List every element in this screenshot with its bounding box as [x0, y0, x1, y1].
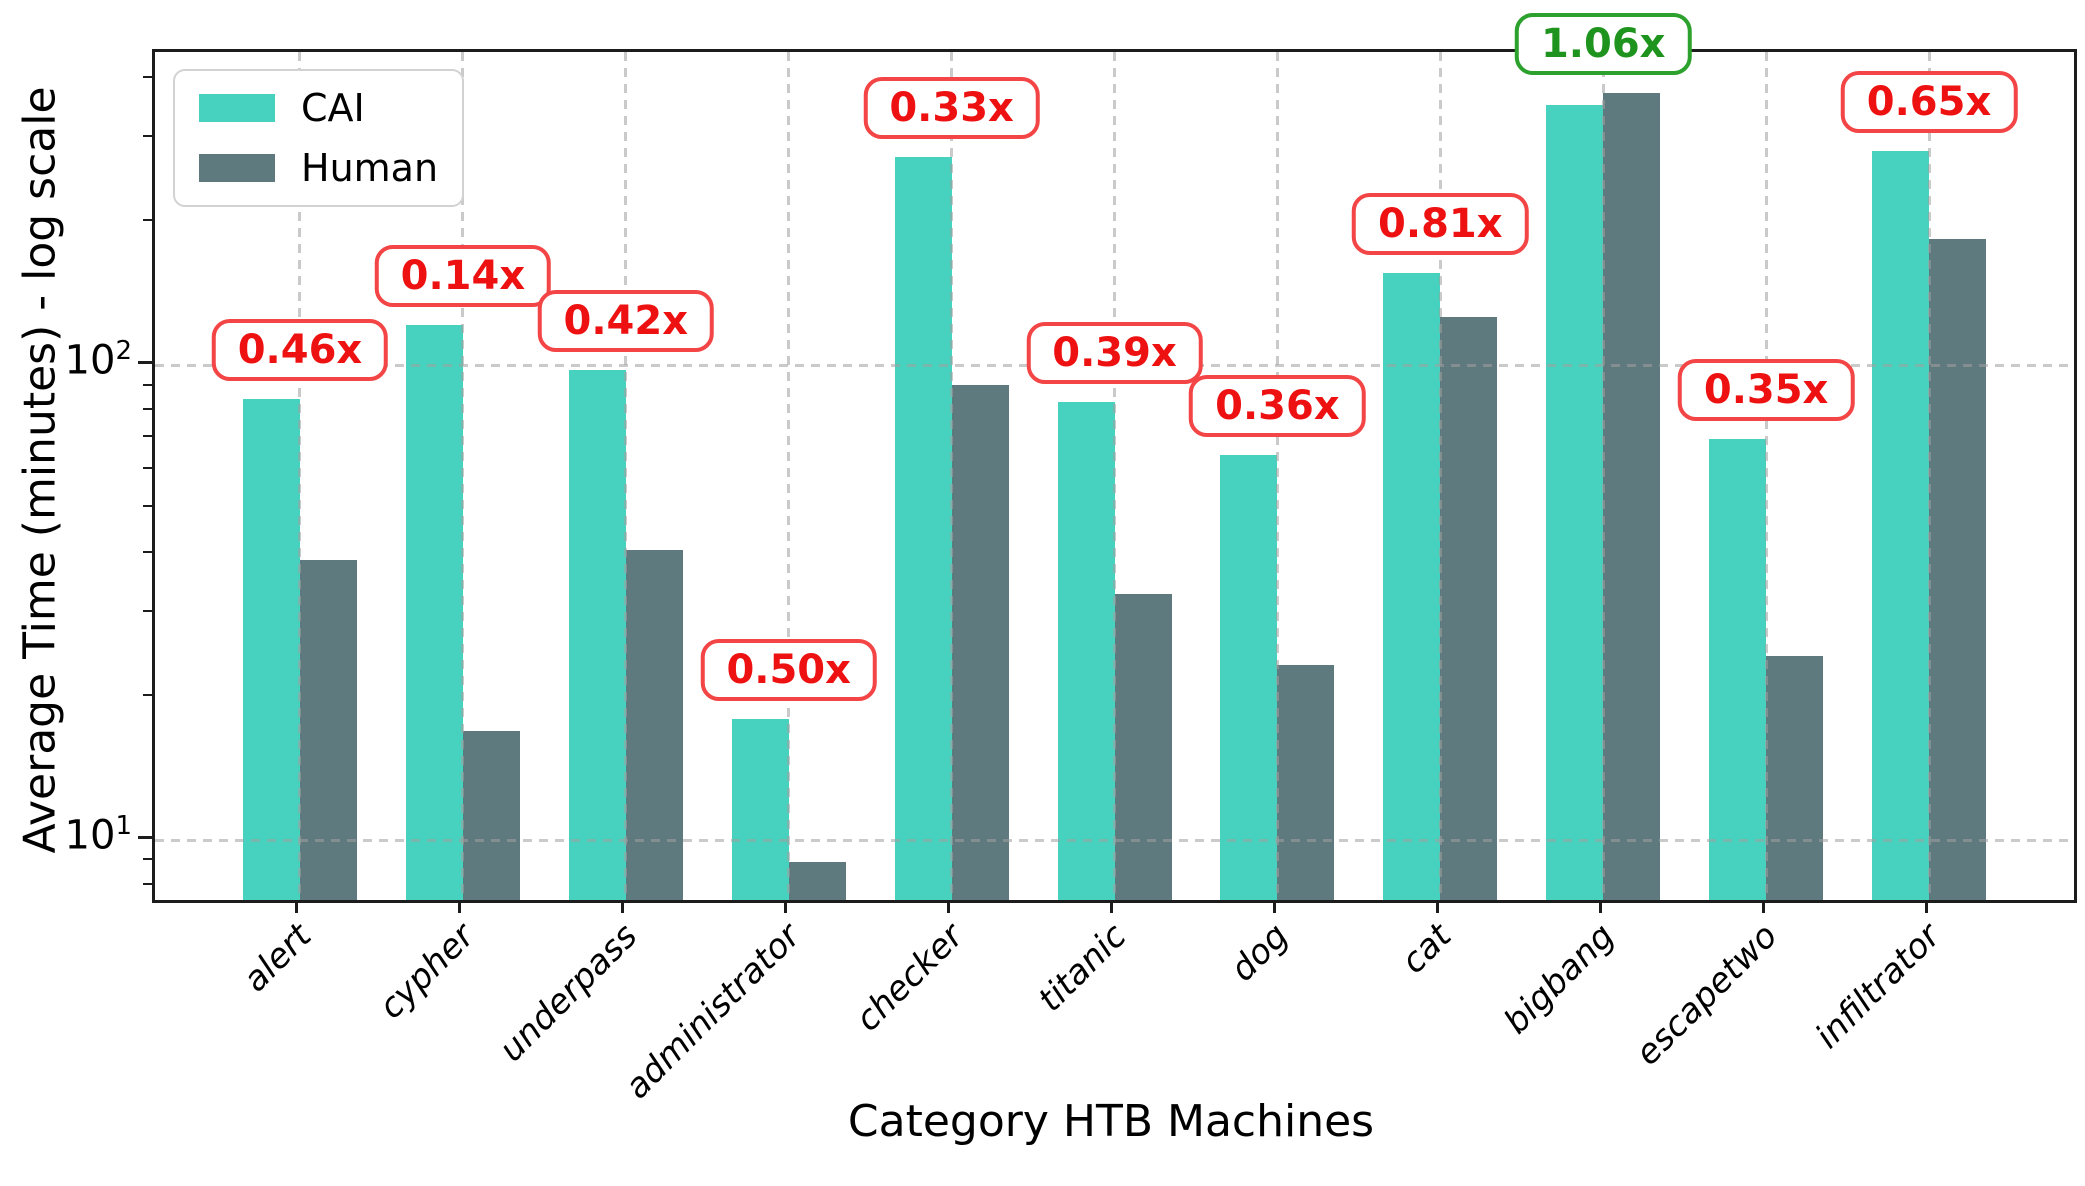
x-tick-label-cypher: cypher: [371, 916, 483, 1027]
x-major-tick: [1272, 900, 1276, 913]
x-tick-label-administrator: administrator: [617, 916, 808, 1107]
x-tick-label-alert: alert: [235, 916, 320, 1000]
x-axis-title: Category HTB Machines: [847, 1096, 1375, 1147]
bar-cai-cat: [1383, 272, 1441, 900]
legend-swatch-cai: [199, 94, 275, 122]
y-minor-tick: [143, 693, 152, 696]
bar-cai-bigbang: [1546, 105, 1604, 900]
legend-label-human: Human: [301, 146, 439, 190]
legend-item-human: Human: [199, 146, 438, 190]
bar-human-underpass: [625, 549, 683, 900]
ratio-annotation-dog: 0.36x: [1189, 374, 1366, 437]
ratio-annotation-alert: 0.46x: [211, 319, 389, 382]
ratio-annotation-underpass: 0.42x: [537, 289, 715, 352]
y-minor-tick: [143, 383, 152, 386]
x-tick-label-underpass: underpass: [491, 916, 646, 1070]
y-tick-exponent: 1: [115, 810, 132, 841]
x-major-tick: [947, 900, 951, 913]
bar-cai-infiltrator: [1872, 150, 1930, 900]
ratio-annotation-cypher: 0.14x: [374, 244, 552, 307]
bar-cai-dog: [1220, 454, 1278, 900]
x-major-tick: [621, 900, 625, 913]
y-minor-tick: [143, 218, 152, 221]
legend-swatch-human: [199, 154, 275, 182]
y-tick-label: 101: [64, 810, 132, 858]
x-major-tick: [458, 900, 462, 913]
y-minor-tick: [143, 407, 152, 410]
x-tick-label-cat: cat: [1393, 916, 1460, 982]
x-tick-label-checker: checker: [847, 916, 971, 1040]
y-tick-label: 102: [64, 335, 132, 384]
bar-human-checker: [951, 385, 1009, 900]
x-major-tick: [1435, 900, 1439, 913]
y-minor-tick: [143, 467, 152, 470]
x-tick-label-bigbang: bigbang: [1496, 916, 1623, 1042]
y-minor-tick: [143, 75, 152, 78]
x-tick-label-titanic: titanic: [1030, 916, 1134, 1020]
y-minor-tick: [143, 858, 152, 861]
y-minor-tick: [143, 504, 152, 507]
x-major-tick: [1110, 900, 1113, 913]
y-minor-tick: [143, 435, 152, 438]
ratio-annotation-checker: 0.33x: [863, 77, 1040, 140]
ratio-annotation-cat: 0.81x: [1352, 192, 1529, 255]
x-tick-label-dog: dog: [1223, 916, 1297, 990]
x-tick-label-escapetwo: escapetwo: [1627, 916, 1786, 1074]
y-axis-title: Average Time (minutes) - log scale: [14, 86, 66, 854]
bar-cai-alert: [242, 399, 300, 900]
x-major-tick: [1924, 900, 1928, 913]
x-tick-label-infiltrator: infiltrator: [1807, 916, 1949, 1057]
x-major-tick: [1761, 900, 1765, 913]
ratio-annotation-titanic: 0.39x: [1026, 321, 1203, 384]
x-major-tick: [784, 900, 788, 913]
y-tick-exponent: 2: [115, 335, 132, 366]
ratio-annotation-escapetwo: 0.35x: [1677, 359, 1855, 422]
bar-cai-titanic: [1057, 401, 1115, 900]
x-major-tick: [295, 900, 299, 913]
bar-human-titanic: [1114, 594, 1172, 900]
y-major-tick: [138, 836, 152, 840]
y-minor-tick: [143, 882, 152, 885]
bar-human-bigbang: [1603, 93, 1661, 900]
bar-human-alert: [299, 560, 357, 900]
bar-human-escapetwo: [1766, 655, 1824, 900]
bar-human-dog: [1277, 665, 1335, 900]
bar-cai-administrator: [731, 719, 789, 900]
legend-item-cai: CAI: [199, 86, 438, 130]
x-major-tick: [1598, 900, 1602, 913]
y-minor-tick: [143, 550, 152, 553]
bar-cai-underpass: [568, 369, 626, 900]
plot-area: CAI Human 0.46x 0.14x 0.42x 0.50x 0.33x 0.39x…: [152, 13, 2077, 903]
legend: CAI Human: [173, 69, 465, 207]
ratio-annotation-bigbang: 1.06x: [1514, 13, 1692, 76]
y-major-tick: [138, 361, 152, 365]
bar-human-administrator: [788, 862, 846, 900]
bar-human-infiltrator: [1929, 238, 1987, 900]
ratio-annotation-administrator: 0.50x: [700, 639, 877, 702]
bar-cai-cypher: [405, 324, 463, 900]
bar-cai-checker: [894, 157, 952, 900]
bar-human-cat: [1440, 316, 1498, 900]
bar-human-cypher: [462, 731, 520, 900]
y-minor-tick: [143, 135, 152, 138]
legend-label-cai: CAI: [301, 86, 365, 130]
bar-cai-escapetwo: [1709, 439, 1767, 900]
ratio-annotation-infiltrator: 0.65x: [1840, 70, 2018, 133]
y-minor-tick: [143, 610, 152, 613]
